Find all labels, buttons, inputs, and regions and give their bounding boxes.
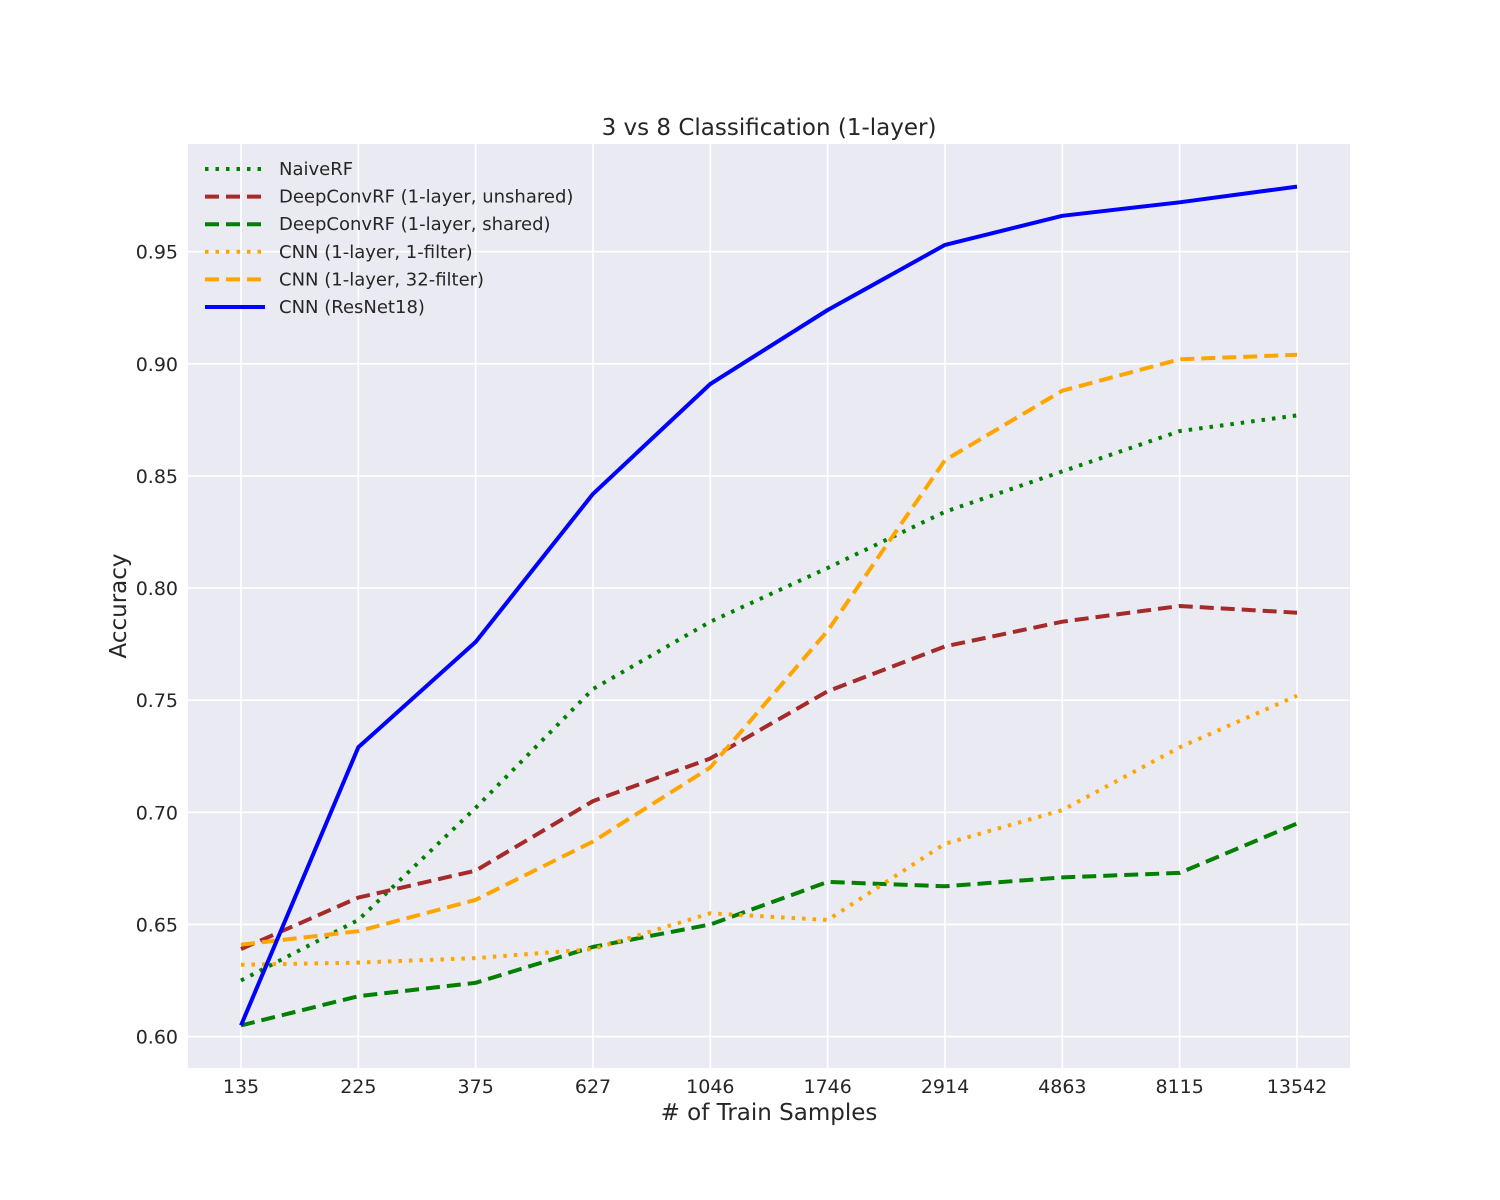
x-axis-label: # of Train Samples	[661, 1100, 878, 1126]
legend: NaiveRF DeepConvRF (1-layer, unshared) Dee…	[205, 159, 573, 318]
plot-area	[188, 144, 1350, 1068]
x-tick-label: 225	[340, 1076, 376, 1098]
legend-label: DeepConvRF (1-layer, unshared)	[279, 187, 573, 208]
series-line	[240, 413, 1298, 983]
x-tick-label: 1046	[686, 1076, 734, 1098]
y-tick-label: 0.95	[136, 242, 178, 264]
x-tick-label: 13542	[1267, 1076, 1327, 1098]
tick-labels: 135 225 375 627 1046 1746 2914 4863 8115 13542 0.6…	[136, 242, 1328, 1098]
series-line	[240, 352, 1298, 947]
y-axis-label: Accuracy	[106, 553, 132, 658]
legend-label: DeepConvRF (1-layer, shared)	[279, 214, 551, 235]
legend-label: NaiveRF	[279, 159, 353, 180]
y-tick-label: 0.70	[136, 802, 178, 824]
series-line	[240, 604, 1298, 951]
series-line	[240, 821, 1298, 1028]
y-tick-label: 0.85	[136, 466, 178, 488]
y-tick-label: 0.60	[136, 1027, 178, 1049]
x-tick-label: 375	[458, 1076, 494, 1098]
y-tick-label: 0.75	[136, 690, 178, 712]
x-tick-label: 4863	[1038, 1076, 1086, 1098]
y-tick-label: 0.80	[136, 578, 178, 600]
series-line	[239, 184, 1298, 1027]
series-lines	[239, 184, 1298, 1028]
x-tick-label: 2914	[921, 1076, 969, 1098]
legend-label: CNN (ResNet18)	[279, 297, 425, 318]
x-tick-label: 135	[223, 1076, 259, 1098]
y-tick-label: 0.65	[136, 914, 178, 936]
x-tick-label: 1746	[803, 1076, 851, 1098]
chart-title: 3 vs 8 Classification (1-layer)	[602, 115, 937, 141]
legend-label: CNN (1-layer, 1-filter)	[279, 242, 473, 263]
legend-label: CNN (1-layer, 32-filter)	[279, 269, 484, 290]
y-tick-label: 0.90	[136, 354, 178, 376]
x-tick-label: 627	[575, 1076, 611, 1098]
x-tick-label: 8115	[1155, 1076, 1203, 1098]
